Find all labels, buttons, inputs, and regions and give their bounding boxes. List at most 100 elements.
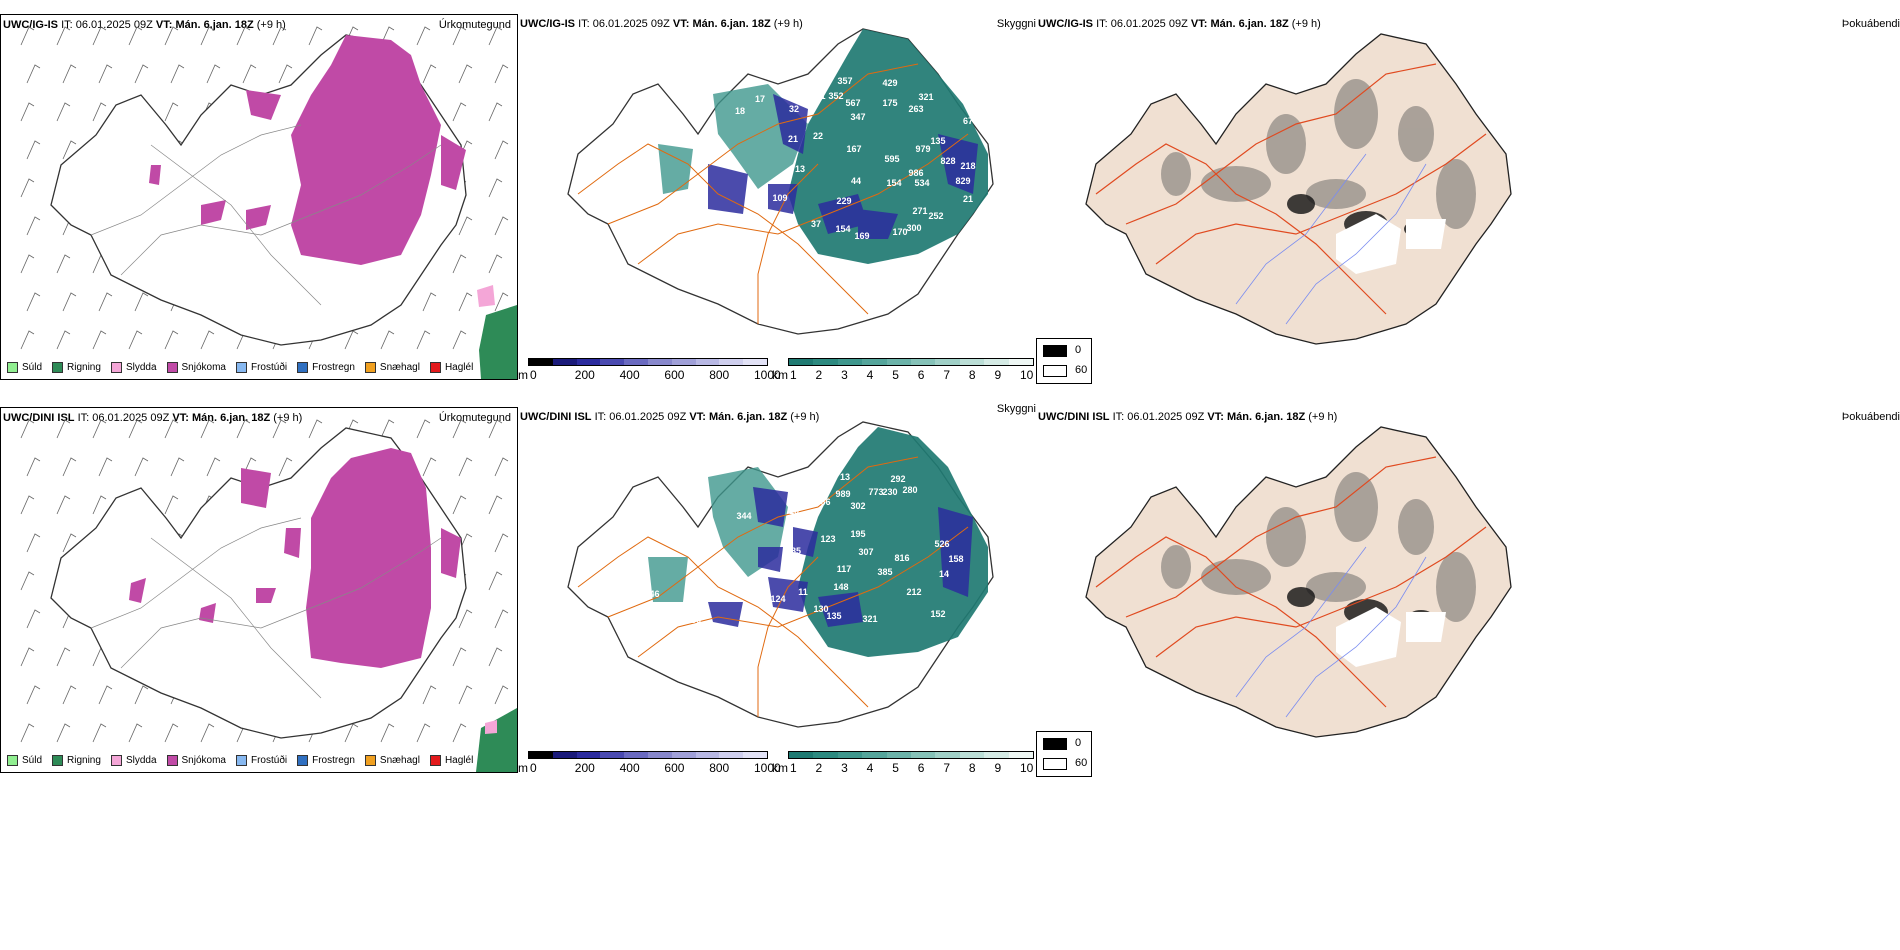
precip-map: [20, 26, 517, 379]
wind-barb: [494, 533, 509, 553]
cloud-base-value: 252: [928, 211, 943, 221]
legend-label: Slydda: [125, 755, 157, 766]
wind-barb: [416, 419, 431, 439]
cloud-base-value: 148: [833, 582, 848, 592]
cloud-swatch-light: [1043, 758, 1067, 770]
wind-barb: [488, 571, 503, 591]
panel-title-middle: UWC/DINI ISL IT: 06.01.2025 09Z VT: Mán.…: [520, 411, 820, 423]
cloud-swatch-light: [1043, 365, 1067, 377]
wind-barb: [452, 419, 467, 439]
panel-title-left: UWC/IG-IS IT: 06.01.2025 09Z VT: Mán. 6.…: [3, 19, 286, 31]
wind-barb: [458, 457, 473, 477]
cloud-base-value: 828: [940, 156, 955, 166]
roads: [90, 124, 442, 306]
wind-barb: [206, 64, 221, 84]
wind-barb: [62, 685, 77, 705]
cloud-base-value: 979: [915, 144, 930, 154]
cloud-base-value: 123: [820, 534, 835, 544]
legend-item: Snjókoma: [166, 362, 226, 373]
colorbar-tick: 4: [866, 761, 874, 775]
wind-barb: [236, 419, 251, 439]
legend-swatch: [52, 755, 64, 766]
wind-barb: [26, 457, 41, 477]
cloud-legend-box: 0 60: [1036, 731, 1092, 777]
cloud-base-value: 154: [835, 224, 850, 234]
cloud-base-value: 307: [858, 547, 873, 557]
cloud-base-value: 135: [826, 611, 841, 621]
wind-barb: [164, 330, 179, 350]
wind-barb: [458, 685, 473, 705]
precip-panel-top: UWC/IG-IS IT: 06.01.2025 09Z VT: Mán. 6.…: [0, 14, 518, 380]
wind-barb: [164, 102, 179, 122]
wind-barb: [272, 26, 287, 46]
legend-label: Haglél: [444, 362, 474, 373]
cloud-base-value: 32: [789, 104, 799, 114]
cloud-base-value: 300: [906, 223, 921, 233]
wind-barb: [26, 685, 41, 705]
colorbar-tick: 6: [917, 761, 925, 775]
wind-barb: [380, 26, 395, 46]
colorbar-tick: 9: [994, 368, 1002, 382]
cloud-base-value: 170: [892, 227, 907, 237]
wind-barb: [458, 609, 473, 629]
cloud-base-value: 13: [840, 472, 850, 482]
precip-map: [20, 419, 517, 772]
cloud-box-top-label: 0: [1075, 737, 1082, 749]
cloud-base-value: 85: [791, 546, 801, 556]
wind-barb: [26, 609, 41, 629]
colorbar-tick: 600: [664, 761, 685, 775]
vis-colorbar-bar: [788, 751, 1034, 759]
cloud-base-value: 866: [815, 497, 830, 507]
wind-barb: [272, 419, 287, 439]
cloud-base-value: 385: [877, 567, 892, 577]
legend-label: Snæhagl: [379, 362, 420, 373]
legend-label: Rigning: [67, 362, 101, 373]
legend-item: Haglél: [429, 362, 474, 373]
cloud-base-value: 212: [906, 587, 921, 597]
wind-barb: [206, 457, 221, 477]
colorbar-tick: 600: [664, 368, 685, 382]
wind-barb: [458, 292, 473, 312]
roads: [577, 456, 969, 717]
legend-swatch: [166, 755, 178, 766]
wind-barb: [416, 26, 431, 46]
cloud-base-value: 124: [718, 594, 733, 604]
panel-title-middle: UWC/IG-IS IT: 06.01.2025 09Z VT: Mán. 6.…: [520, 18, 803, 30]
sleet-area: [485, 720, 497, 734]
legend-label: Snæhagl: [379, 755, 420, 766]
cloud-base-value: 347: [850, 112, 865, 122]
wind-barb: [416, 723, 431, 743]
wind-barb: [494, 292, 509, 312]
wind-barb: [170, 64, 185, 84]
cloud-base-value: 229: [836, 196, 851, 206]
legend-swatch: [235, 362, 247, 373]
wind-barb: [422, 292, 437, 312]
cloud-base-colorbar: m 0 200 400 600 800 1000: [518, 358, 781, 382]
iceland-fog-land: [1085, 33, 1512, 345]
legend-swatch: [297, 362, 309, 373]
rain-area: [479, 305, 517, 379]
cloud-base-value: 78: [721, 216, 731, 226]
vis-colorbar-unit: km: [772, 368, 788, 382]
fog-roads: [1095, 63, 1487, 315]
wind-barb: [56, 254, 71, 274]
wind-barb: [242, 64, 257, 84]
wind-barb: [494, 216, 509, 236]
colorbar-tick: 0: [530, 761, 537, 775]
cloud-colorbar-bar: [528, 358, 768, 366]
wind-barb: [278, 64, 293, 84]
cloud-base-value: 124: [770, 594, 785, 604]
fog-title: Þokuábendi: [1841, 411, 1900, 423]
colorbar-tick: 7: [943, 761, 951, 775]
wind-barb: [452, 26, 467, 46]
wind-barb: [20, 495, 35, 515]
visibility-colorbar: km 1 2 3 4 5 6 7 8 9 10: [772, 751, 1034, 775]
wind-barb: [488, 647, 503, 667]
legend-label: Haglél: [444, 755, 474, 766]
wind-barb: [488, 102, 503, 122]
wind-barb: [20, 26, 35, 46]
wind-barb: [236, 26, 251, 46]
legend-item: Frostregn: [297, 755, 355, 766]
cloud-base-value: 357: [837, 76, 852, 86]
wind-barb: [92, 419, 107, 439]
